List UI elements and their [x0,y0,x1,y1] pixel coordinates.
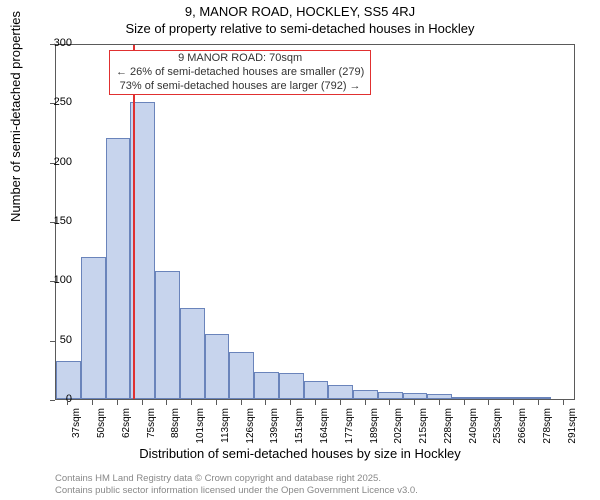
y-axis-label: Number of semi-detached properties [8,11,23,222]
x-tick-label: 266sqm [517,408,528,448]
histogram-bar [304,381,329,399]
x-tick-mark [464,400,465,405]
x-tick-label: 278sqm [542,408,553,448]
x-tick-label: 189sqm [369,408,380,448]
x-tick-mark [92,400,93,405]
y-tick-label: 150 [42,215,72,227]
x-tick-label: 228sqm [443,408,454,448]
x-tick-label: 88sqm [170,408,181,448]
x-tick-mark [216,400,217,405]
x-tick-mark [414,400,415,405]
y-tick-label: 250 [42,96,72,108]
y-tick-mark [50,163,55,164]
x-tick-mark [315,400,316,405]
histogram-bar [328,385,353,399]
x-tick-label: 113sqm [220,408,231,448]
histogram-bar [502,397,527,399]
x-tick-mark [241,400,242,405]
annotation-line: ← 26% of semi-detached houses are smalle… [116,66,364,80]
x-tick-mark [365,400,366,405]
x-tick-label: 37sqm [71,408,82,448]
histogram-bar [452,397,477,399]
x-tick-mark [389,400,390,405]
y-tick-mark [50,103,55,104]
y-tick-mark [50,281,55,282]
x-tick-label: 291sqm [567,408,578,448]
histogram-bar [378,392,403,399]
x-tick-mark [538,400,539,405]
x-tick-mark [142,400,143,405]
histogram-bar [254,372,279,399]
x-tick-mark [513,400,514,405]
plot-area [55,44,575,400]
histogram-bar [155,271,180,399]
x-tick-mark [117,400,118,405]
y-tick-mark [50,400,55,401]
histogram-bar [477,397,502,399]
x-tick-label: 240sqm [468,408,479,448]
histogram-bar [403,393,428,399]
x-tick-mark [439,400,440,405]
y-tick-mark [50,341,55,342]
property-marker-line [133,45,135,399]
y-tick-mark [50,44,55,45]
x-tick-label: 126sqm [245,408,256,448]
histogram-bar [81,257,106,399]
x-tick-label: 202sqm [393,408,404,448]
x-tick-label: 62sqm [121,408,132,448]
annotation-line: 9 MANOR ROAD: 70sqm [116,52,364,66]
attribution-line1: Contains HM Land Registry data © Crown c… [55,473,418,484]
histogram-bar [106,138,131,399]
y-tick-mark [50,222,55,223]
x-tick-label: 253sqm [492,408,503,448]
histogram-bar [427,394,452,399]
x-tick-label: 164sqm [319,408,330,448]
x-tick-label: 139sqm [269,408,280,448]
histogram-bar [353,390,378,399]
x-tick-mark [191,400,192,405]
annotation-box: 9 MANOR ROAD: 70sqm← 26% of semi-detache… [109,50,371,95]
x-tick-mark [265,400,266,405]
chart-container: 9, MANOR ROAD, HOCKLEY, SS5 4RJ Size of … [0,0,600,500]
x-tick-label: 50sqm [96,408,107,448]
histogram-bar [180,308,205,399]
chart-title-line1: 9, MANOR ROAD, HOCKLEY, SS5 4RJ [0,4,600,19]
y-tick-label: 300 [42,37,72,49]
x-tick-label: 101sqm [195,408,206,448]
y-tick-label: 100 [42,274,72,286]
attribution-line2: Contains public sector information licen… [55,485,418,496]
histogram-bar [526,397,551,399]
x-tick-mark [67,400,68,405]
y-tick-label: 50 [42,334,72,346]
x-tick-mark [166,400,167,405]
x-tick-label: 151sqm [294,408,305,448]
x-tick-mark [290,400,291,405]
histogram-bar [205,334,230,399]
x-axis-label: Distribution of semi-detached houses by … [0,446,600,461]
x-tick-mark [340,400,341,405]
x-tick-label: 215sqm [418,408,429,448]
x-tick-label: 75sqm [146,408,157,448]
x-tick-mark [563,400,564,405]
y-tick-label: 200 [42,156,72,168]
annotation-line: 73% of semi-detached houses are larger (… [116,80,364,94]
attribution-text: Contains HM Land Registry data © Crown c… [55,473,418,496]
histogram-bar [279,373,304,399]
x-tick-mark [488,400,489,405]
x-tick-label: 177sqm [344,408,355,448]
chart-title-line2: Size of property relative to semi-detach… [0,21,600,36]
histogram-bar [229,352,254,399]
